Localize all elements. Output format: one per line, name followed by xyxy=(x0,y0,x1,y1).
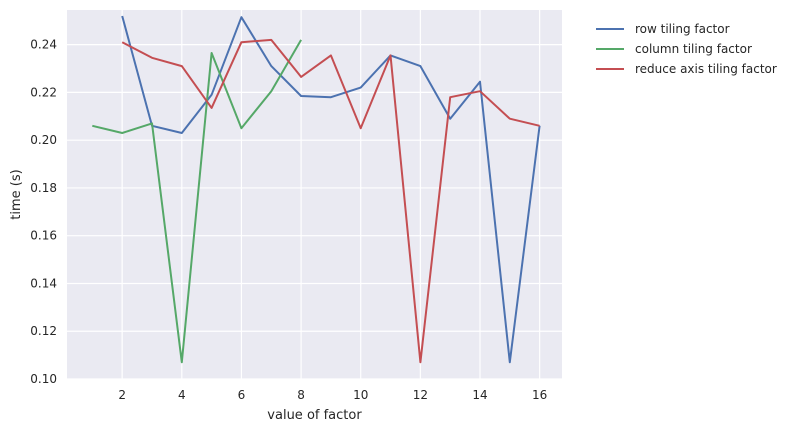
grid-lines xyxy=(67,10,562,380)
legend: row tiling factor column tiling factor red… xyxy=(596,22,777,76)
series-lines xyxy=(92,15,541,364)
y-axis-label: time (s) xyxy=(9,169,24,219)
x-tick-label: 12 xyxy=(413,388,428,402)
y-tick-label: 0.12 xyxy=(30,324,57,338)
x-tick-label: 2 xyxy=(118,388,126,402)
y-tick-label: 0.18 xyxy=(30,181,57,195)
y-axis-ticks: 0.10 0.12 0.14 0.16 0.18 0.20 0.22 0.24 xyxy=(30,38,57,386)
y-tick-label: 0.16 xyxy=(30,229,57,243)
y-tick-label: 0.20 xyxy=(30,133,57,147)
x-tick-label: 16 xyxy=(532,388,547,402)
y-tick-label: 0.10 xyxy=(30,372,57,386)
x-axis-ticks: 2 4 6 8 10 12 14 16 xyxy=(118,388,547,402)
plot-background xyxy=(67,10,562,379)
series-line-2 xyxy=(92,39,302,364)
y-tick-label: 0.22 xyxy=(30,85,57,99)
legend-label: reduce axis tiling factor xyxy=(635,62,777,76)
legend-label: column tiling factor xyxy=(635,42,752,56)
y-tick-label: 0.24 xyxy=(30,38,57,52)
x-tick-label: 10 xyxy=(353,388,368,402)
x-tick-label: 6 xyxy=(238,388,246,402)
legend-label: row tiling factor xyxy=(635,22,730,36)
x-tick-label: 4 xyxy=(178,388,186,402)
y-tick-label: 0.14 xyxy=(30,276,57,290)
x-tick-label: 8 xyxy=(297,388,305,402)
series-line-3 xyxy=(121,38,540,364)
x-tick-label: 14 xyxy=(472,388,487,402)
x-axis-label: value of factor xyxy=(267,408,362,423)
